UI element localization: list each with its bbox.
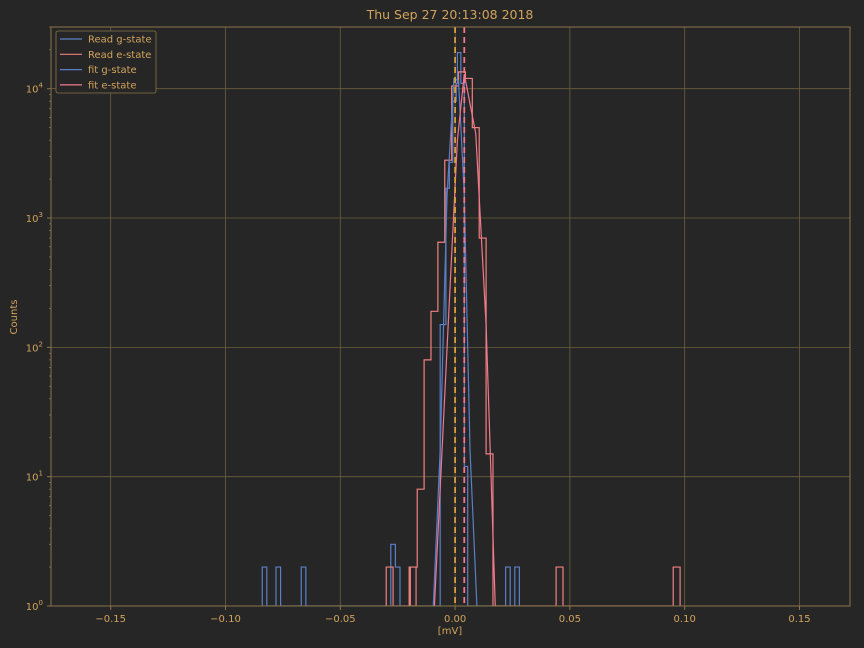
- y-tick-label: 101: [26, 470, 43, 484]
- x-tick-label: −0.10: [210, 614, 241, 625]
- x-tick-label: 0.10: [674, 614, 696, 625]
- y-tick-label: 102: [26, 340, 43, 354]
- legend-label: fit g-state: [88, 65, 137, 76]
- x-axis-label: [mV]: [438, 626, 462, 637]
- legend-label: fit e-state: [88, 80, 137, 91]
- chart-title: Thu Sep 27 20:13:08 2018: [366, 7, 534, 22]
- axis-ticks: −0.15 −0.10 −0.05 0.00 0.05 0.10 0.15 100 101 102…: [26, 26, 811, 625]
- x-tick-label: −0.05: [325, 614, 356, 625]
- y-tick-label: 103: [26, 211, 43, 225]
- legend-label: Read g-state: [88, 35, 152, 46]
- y-axis-label: Counts: [9, 300, 20, 335]
- y-tick-label: 100: [26, 599, 43, 613]
- series-group: [261, 27, 681, 606]
- x-tick-label: 0.05: [559, 614, 581, 625]
- x-tick-label: 0.00: [444, 614, 466, 625]
- axes-frame: [50, 26, 851, 607]
- legend-label: Read e-state: [88, 50, 151, 61]
- x-tick-label: −0.15: [95, 614, 126, 625]
- y-tick-label: 104: [26, 82, 44, 96]
- series-fit-e-state: [433, 73, 496, 606]
- legend-box: [55, 30, 157, 94]
- legend: Read g-state Read e-state fit g-state fit e…: [55, 30, 157, 94]
- x-tick-label: 0.15: [788, 614, 810, 625]
- series-fit-g-state: [432, 77, 478, 606]
- plot-area: [50, 26, 851, 607]
